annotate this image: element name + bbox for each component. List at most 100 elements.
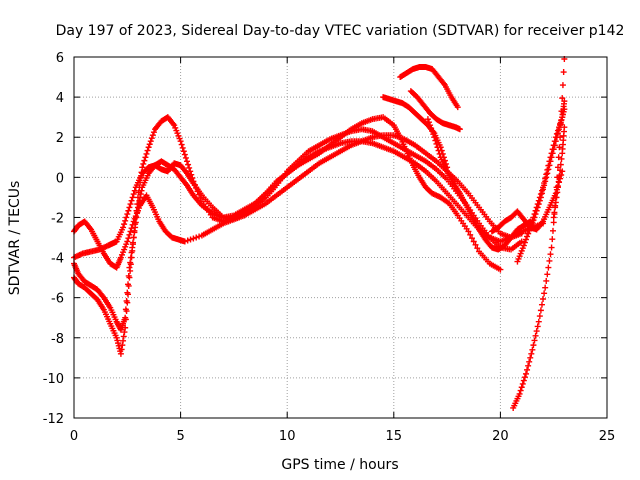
- data-point: [521, 239, 528, 246]
- data-point: [120, 337, 127, 344]
- data-point: [118, 346, 125, 353]
- data-point: [121, 329, 128, 336]
- data-point: [551, 142, 558, 149]
- data-point: [180, 148, 187, 155]
- data-point: [557, 167, 564, 174]
- data-point: [518, 230, 525, 237]
- data-point: [181, 151, 188, 158]
- data-point: [124, 299, 131, 306]
- data-point: [561, 98, 568, 105]
- data-point: [543, 277, 550, 284]
- series-track-b: [71, 114, 525, 357]
- data-point: [130, 234, 137, 241]
- data-point: [187, 236, 194, 243]
- data-point: [128, 254, 135, 261]
- data-point: [424, 116, 431, 123]
- data-point: [454, 104, 461, 111]
- data-point: [193, 234, 200, 241]
- data-point: [144, 147, 151, 154]
- data-point: [150, 129, 157, 136]
- data-point: [561, 124, 568, 131]
- data-point: [559, 95, 566, 102]
- data-point: [549, 227, 556, 234]
- data-point: [525, 362, 532, 369]
- data-point: [149, 132, 156, 139]
- data-point: [521, 374, 528, 381]
- data-point: [428, 125, 435, 132]
- data-point: [125, 291, 132, 298]
- data-point: [520, 377, 527, 384]
- y-tick-label: 6: [56, 51, 64, 66]
- data-point: [550, 214, 557, 221]
- data-point: [533, 207, 540, 214]
- data-point: [544, 271, 551, 278]
- data-point: [127, 261, 134, 268]
- data-point: [186, 164, 193, 171]
- data-point: [125, 207, 132, 214]
- data-point: [560, 69, 567, 76]
- data-point: [524, 233, 531, 240]
- data-point: [474, 245, 481, 252]
- data-point: [435, 147, 442, 154]
- data-point: [122, 217, 129, 224]
- data-point: [533, 328, 540, 335]
- data-point: [185, 161, 192, 168]
- data-point: [472, 241, 479, 248]
- series-upper-arc-2: [397, 64, 461, 111]
- data-point: [522, 236, 529, 243]
- data-point: [546, 162, 553, 169]
- data-point: [553, 194, 560, 201]
- data-point: [520, 242, 527, 249]
- series-late-steep: [510, 56, 568, 411]
- data-point: [534, 323, 541, 330]
- data-point: [146, 141, 153, 148]
- data-point: [557, 121, 564, 128]
- data-point: [122, 316, 129, 323]
- data-point: [532, 211, 539, 218]
- data-point: [543, 174, 550, 181]
- x-axis-label: GPS time / hours: [281, 457, 398, 473]
- data-point: [541, 182, 548, 189]
- series-track-d: [71, 132, 525, 261]
- y-tick-label: -10: [43, 372, 64, 387]
- y-tick-label: -4: [51, 252, 64, 267]
- data-point: [134, 194, 141, 201]
- data-point: [123, 214, 130, 221]
- data-point: [547, 251, 554, 258]
- data-point: [120, 333, 127, 340]
- data-point: [541, 290, 548, 297]
- data-point: [433, 140, 440, 147]
- x-tick-label: 15: [386, 429, 403, 444]
- data-point: [540, 186, 547, 193]
- data-point: [554, 130, 561, 137]
- data-point: [177, 138, 184, 145]
- data-point: [121, 221, 128, 228]
- data-point: [551, 209, 558, 216]
- data-point: [545, 264, 552, 271]
- data-point: [127, 228, 134, 235]
- data-point: [184, 237, 191, 244]
- data-point: [552, 199, 559, 206]
- data-point: [122, 324, 129, 331]
- data-point: [557, 161, 564, 168]
- data-point: [431, 134, 438, 141]
- data-point: [127, 201, 134, 208]
- data-point: [546, 257, 553, 264]
- data-point: [117, 350, 124, 357]
- data-point: [552, 204, 559, 211]
- data-point: [524, 366, 531, 373]
- data-point: [468, 235, 475, 242]
- data-point: [429, 128, 436, 135]
- data-point: [556, 144, 563, 151]
- data-point: [497, 266, 504, 273]
- data-point: [128, 197, 135, 204]
- data-point: [532, 332, 539, 339]
- data-point: [538, 301, 545, 308]
- y-tick-label: -12: [43, 412, 64, 427]
- data-points: [71, 56, 568, 411]
- data-point: [123, 308, 130, 315]
- data-point: [147, 138, 154, 145]
- data-point: [550, 146, 557, 153]
- data-point: [550, 219, 557, 226]
- x-tick-label: 5: [176, 429, 184, 444]
